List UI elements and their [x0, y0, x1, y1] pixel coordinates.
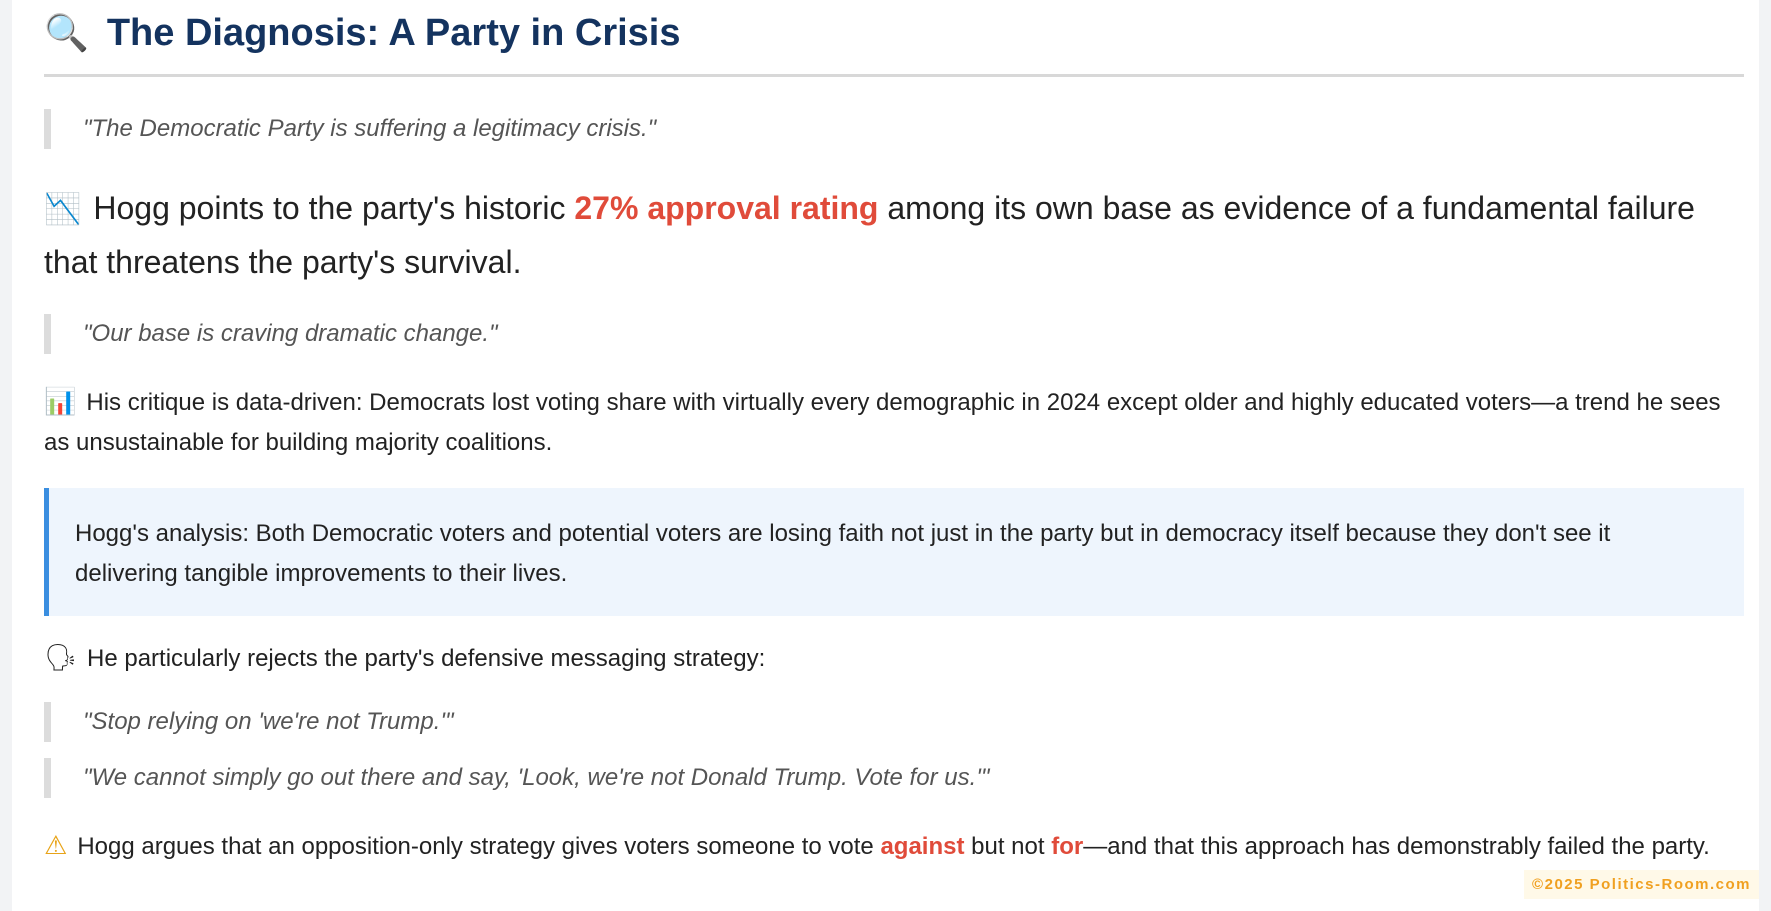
- conclusion-text-middle: but not: [964, 833, 1052, 860]
- magnifying-glass-icon: 🔍: [44, 12, 89, 54]
- speaking-head-icon: 🗣: [44, 643, 78, 673]
- analysis-callout: Hogg's analysis: Both Democratic voters …: [44, 488, 1744, 616]
- bar-chart-icon: 📊: [44, 387, 77, 417]
- callout-text: Hogg's analysis: Both Democratic voters …: [75, 520, 1611, 587]
- critique-text: His critique is data-driven: Democrats l…: [44, 389, 1721, 456]
- critique-paragraph: 📊 His critique is data-driven: Democrats …: [44, 382, 1744, 463]
- blockquote-dramatic-change: "Our base is craving dramatic change.": [44, 314, 498, 354]
- blockquote-not-trump: "Stop relying on 'we're not Trump.'": [44, 702, 454, 742]
- approval-text-after: among its own base as evidence of a fund…: [44, 190, 1695, 280]
- warning-icon: ⚠: [44, 831, 68, 861]
- highlight-for: for: [1051, 833, 1084, 860]
- messaging-paragraph: 🗣 He particularly rejects the party's def…: [44, 638, 1744, 679]
- article-page: 🔍 The Diagnosis: A Party in Crisis "The …: [12, 0, 1759, 911]
- approval-text-before: Hogg points to the party's historic: [93, 190, 575, 226]
- copyright-footer: ©2025 Politics-Room.com: [1524, 870, 1759, 899]
- approval-highlight: 27% approval rating: [574, 190, 879, 226]
- section-heading: 🔍 The Diagnosis: A Party in Crisis: [44, 12, 680, 55]
- approval-paragraph: 📉 Hogg points to the party's historic 27%…: [44, 182, 1744, 288]
- chart-decreasing-icon: 📉: [44, 192, 82, 227]
- blockquote-vote-for-us: "We cannot simply go out there and say, …: [44, 758, 989, 798]
- blockquote-legitimacy: "The Democratic Party is suffering a leg…: [44, 109, 656, 149]
- conclusion-text-before: Hogg argues that an opposition-only stra…: [77, 833, 881, 860]
- conclusion-paragraph: ⚠ Hogg argues that an opposition-only str…: [44, 826, 1744, 867]
- conclusion-text-after: —and that this approach has demonstrably…: [1083, 833, 1710, 860]
- messaging-text: He particularly rejects the party's defe…: [87, 645, 766, 672]
- highlight-against: against: [880, 833, 965, 860]
- section-title: The Diagnosis: A Party in Crisis: [106, 12, 681, 54]
- heading-divider: [44, 74, 1744, 77]
